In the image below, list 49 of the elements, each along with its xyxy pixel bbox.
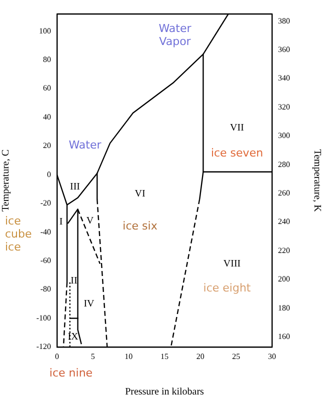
y-tick-label: 80 xyxy=(43,55,51,64)
annotation: ice eight xyxy=(203,282,251,294)
annotation: II xyxy=(70,274,78,288)
y2-tick-label: 260 xyxy=(278,188,290,198)
y-tick-label: -100 xyxy=(36,313,51,322)
y2-tick-label: 160 xyxy=(278,332,290,342)
annotation: VI xyxy=(134,188,146,200)
y-tick-label: -40 xyxy=(40,227,51,236)
y2-tick-label: 320 xyxy=(278,102,290,112)
annotation: VIII xyxy=(223,258,241,270)
y-tick-label: -60 xyxy=(40,256,51,265)
y-axis-title: Temperature, C xyxy=(0,149,12,212)
y2-tick-label: 340 xyxy=(278,74,290,83)
x-tick-label: 5 xyxy=(90,352,95,361)
annotation: Water Vapor xyxy=(158,22,192,48)
x-axis-title: Pressure in kilobars xyxy=(125,386,204,398)
annotation: ice six xyxy=(122,220,158,232)
y2-tick-label: 240 xyxy=(278,217,290,226)
y2-axis-title: Temperature, K xyxy=(311,149,322,213)
x-tick-label: 15 xyxy=(160,352,168,361)
annotation: IV xyxy=(84,298,94,310)
x-tick-label: 0 xyxy=(55,352,59,361)
y-tick-label: 40 xyxy=(43,112,51,122)
y-tick-label: 60 xyxy=(43,84,51,93)
text: ice cube ice xyxy=(5,214,33,254)
y2-tick-label: 380 xyxy=(278,16,290,26)
y-tick-label: -20 xyxy=(40,198,51,208)
x-tick-label: 10 xyxy=(124,352,133,361)
annotation: V xyxy=(86,214,94,228)
y-tick-label: 20 xyxy=(43,141,51,150)
y2-tick-label: 180 xyxy=(278,303,290,312)
y-tick-label: 0 xyxy=(47,170,51,179)
y-tick-label: 100 xyxy=(39,26,51,36)
annotation: ice seven xyxy=(210,146,264,160)
annotation: Water xyxy=(68,138,102,152)
annotation: I xyxy=(59,216,63,228)
annotation: III xyxy=(70,180,80,194)
y2-tick-label: 280 xyxy=(278,160,290,169)
x-tick-label: 30 xyxy=(268,352,276,361)
y2-tick-label: 360 xyxy=(278,44,290,54)
y2-tick-label: 220 xyxy=(278,246,290,255)
x-tick-label: 20 xyxy=(196,352,204,361)
x-tick-label: 25 xyxy=(232,352,240,361)
text: ice nine xyxy=(49,366,93,380)
y2-tick-label: 300 xyxy=(278,131,290,140)
y2-tick-label: 200 xyxy=(278,274,290,284)
annotation: VII xyxy=(230,122,244,134)
y-tick-label: -80 xyxy=(40,284,51,294)
y-tick-label: -120 xyxy=(36,342,51,352)
